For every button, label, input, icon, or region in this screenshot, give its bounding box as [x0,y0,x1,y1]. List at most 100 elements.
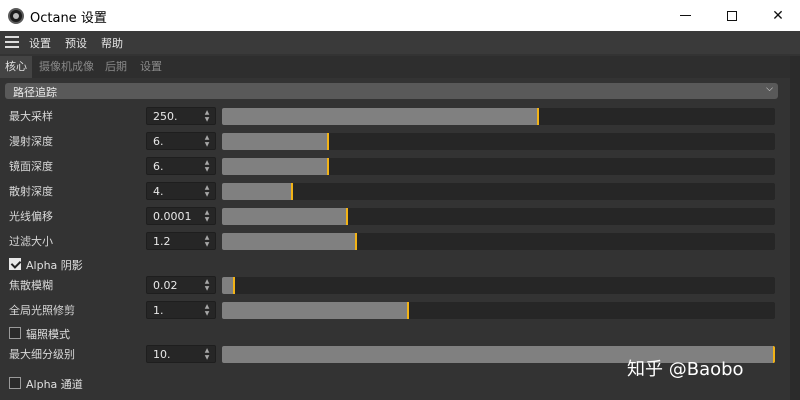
alpha-channel-checkbox-row[interactable]: Alpha 通道 [9,376,309,392]
gi-clamp-input[interactable]: 1. ▲ ▼ [146,301,216,319]
param-value: 0.02 [153,279,178,292]
checkbox-label: 辐照模式 [26,328,70,341]
slider-fill [222,233,355,250]
slider-handle[interactable] [327,133,329,150]
spinner-arrows-icon[interactable]: ▲ ▼ [204,109,210,123]
gi-clamp-slider[interactable] [222,302,775,319]
param-value: 1. [153,304,164,317]
max-samples-slider[interactable] [222,108,775,125]
hamburger-menu-icon[interactable] [5,36,19,48]
param-label: 镜面深度 [9,160,53,173]
filter-size-slider[interactable] [222,233,775,250]
specular-depth-slider[interactable] [222,158,775,175]
menu-presets[interactable]: 预设 [65,37,87,50]
menu-bar: 设置 预设 帮助 [0,31,800,54]
alpha-shadow-checkbox[interactable] [9,258,21,270]
tab-camera-imager[interactable]: 摄像机成像 [39,60,94,73]
ray-epsilon-slider[interactable] [222,208,775,225]
radiance-mode-checkbox-row[interactable]: 辐照模式 [9,326,309,342]
param-row-gi-clamp: 全局光照修剪 1. ▲ ▼ [0,301,790,321]
octane-logo-icon [8,8,24,24]
max-samples-input[interactable]: 250. ▲ ▼ [146,107,216,125]
maximize-icon [727,10,737,21]
slider-fill [222,346,775,363]
watermark-text: 知乎 @Baobo [627,359,744,380]
spinner-arrows-icon[interactable]: ▲ ▼ [204,184,210,198]
slider-handle[interactable] [327,158,329,175]
caustic-blur-slider[interactable] [222,277,775,294]
slider-fill [222,108,537,125]
param-value: 6. [153,135,164,148]
checkbox-label: Alpha 阴影 [26,259,83,272]
param-row-max-samples: 最大采样 250. ▲ ▼ [0,107,790,127]
menu-help[interactable]: 帮助 [101,37,123,50]
alpha-shadow-checkbox-row[interactable]: Alpha 阴影 [9,257,309,273]
tab-bar: 核心 摄像机成像 后期 设置 [0,56,800,78]
slider-fill [222,302,407,319]
spinner-arrows-icon[interactable]: ▲ ▼ [204,159,210,173]
param-label: 散射深度 [9,185,53,198]
param-row-filter-size: 过滤大小 1.2 ▲ ▼ [0,232,790,252]
close-button[interactable]: ✕ [755,0,800,31]
scatter-depth-slider[interactable] [222,183,775,200]
slider-handle[interactable] [233,277,235,294]
checkbox-label: Alpha 通道 [26,378,83,391]
param-row-ray-epsilon: 光线偏移 0.0001 ▲ ▼ [0,207,790,227]
radiance-mode-checkbox[interactable] [9,327,21,339]
alpha-channel-checkbox[interactable] [9,377,21,389]
slider-handle[interactable] [537,108,539,125]
section-title: 路径追踪 [13,86,57,99]
maximize-button[interactable] [709,0,755,31]
slider-handle[interactable] [773,346,775,363]
slider-handle[interactable] [291,183,293,200]
title-bar: Octane 设置 ✕ [0,0,800,31]
diffuse-depth-slider[interactable] [222,133,775,150]
diffuse-depth-input[interactable]: 6. ▲ ▼ [146,132,216,150]
param-row-max-subdivision: 最大细分级别 10. ▲ ▼ [0,345,790,365]
tab-settings[interactable]: 设置 [140,60,162,73]
tab-post[interactable]: 后期 [105,60,127,73]
scatter-depth-input[interactable]: 4. ▲ ▼ [146,182,216,200]
spinner-arrows-icon[interactable]: ▲ ▼ [204,303,210,317]
param-label: 最大细分级别 [9,348,75,361]
slider-fill [222,133,327,150]
slider-handle[interactable] [355,233,357,250]
window-title: Octane 设置 [30,11,107,26]
spinner-arrows-icon[interactable]: ▲ ▼ [204,209,210,223]
slider-fill [222,158,327,175]
param-label: 最大采样 [9,110,53,123]
max-subdivision-slider[interactable] [222,346,775,363]
param-value: 250. [153,110,178,123]
param-value: 0.0001 [153,210,192,223]
filter-size-input[interactable]: 1.2 ▲ ▼ [146,232,216,250]
param-row-scatter-depth: 散射深度 4. ▲ ▼ [0,182,790,202]
vertical-scrollbar[interactable] [790,56,800,400]
section-header-pathtracing[interactable]: 路径追踪 ⌵ [5,83,778,99]
max-subdivision-input[interactable]: 10. ▲ ▼ [146,345,216,363]
close-icon: ✕ [772,7,784,24]
param-label: 全局光照修剪 [9,304,75,317]
slider-fill [222,277,233,294]
param-value: 6. [153,160,164,173]
slider-fill [222,183,291,200]
caustic-blur-input[interactable]: 0.02 ▲ ▼ [146,276,216,294]
param-value: 4. [153,185,164,198]
spinner-arrows-icon[interactable]: ▲ ▼ [204,134,210,148]
slider-handle[interactable] [346,208,348,225]
slider-fill [222,208,346,225]
param-value: 10. [153,348,171,361]
slider-handle[interactable] [407,302,409,319]
spinner-arrows-icon[interactable]: ▲ ▼ [204,347,210,361]
spinner-arrows-icon[interactable]: ▲ ▼ [204,234,210,248]
param-row-specular-depth: 镜面深度 6. ▲ ▼ [0,157,790,177]
minimize-button[interactable] [662,0,708,31]
ray-epsilon-input[interactable]: 0.0001 ▲ ▼ [146,207,216,225]
param-label: 漫射深度 [9,135,53,148]
minimize-icon [679,15,691,16]
menu-settings[interactable]: 设置 [29,37,51,50]
param-row-diffuse-depth: 漫射深度 6. ▲ ▼ [0,132,790,152]
param-label: 过滤大小 [9,235,53,248]
tab-core[interactable]: 核心 [0,56,32,78]
spinner-arrows-icon[interactable]: ▲ ▼ [204,278,210,292]
specular-depth-input[interactable]: 6. ▲ ▼ [146,157,216,175]
